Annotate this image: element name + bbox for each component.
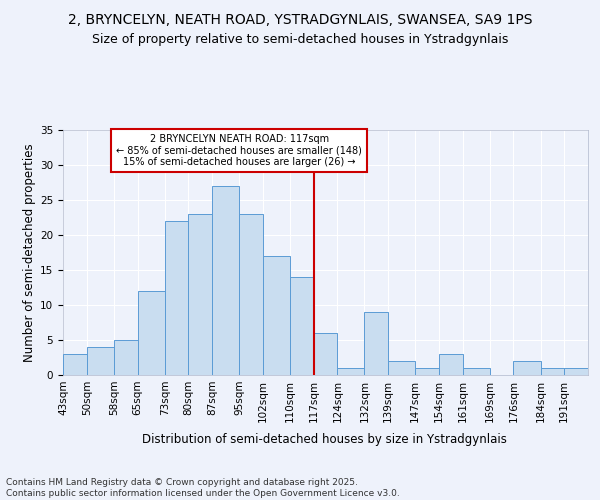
Bar [439, 354, 463, 375]
Text: 2, BRYNCELYN, NEATH ROAD, YSTRADGYNLAIS, SWANSEA, SA9 1PS: 2, BRYNCELYN, NEATH ROAD, YSTRADGYNLAIS,… [68, 12, 532, 26]
Bar [164, 221, 188, 375]
Bar [137, 291, 164, 375]
Bar [415, 368, 439, 375]
Bar [188, 214, 212, 375]
Bar [364, 312, 388, 375]
Bar [263, 256, 290, 375]
Bar [290, 277, 314, 375]
Text: Distribution of semi-detached houses by size in Ystradgynlais: Distribution of semi-detached houses by … [142, 432, 506, 446]
Bar [337, 368, 364, 375]
Text: Contains HM Land Registry data © Crown copyright and database right 2025.
Contai: Contains HM Land Registry data © Crown c… [6, 478, 400, 498]
Text: Size of property relative to semi-detached houses in Ystradgynlais: Size of property relative to semi-detach… [92, 32, 508, 46]
Y-axis label: Number of semi-detached properties: Number of semi-detached properties [23, 143, 36, 362]
Bar [87, 347, 114, 375]
Bar [564, 368, 588, 375]
Bar [114, 340, 137, 375]
Bar [388, 361, 415, 375]
Bar [463, 368, 490, 375]
Bar [212, 186, 239, 375]
Bar [239, 214, 263, 375]
Bar [63, 354, 87, 375]
Text: 2 BRYNCELYN NEATH ROAD: 117sqm
← 85% of semi-detached houses are smaller (148)
1: 2 BRYNCELYN NEATH ROAD: 117sqm ← 85% of … [116, 134, 362, 166]
Bar [314, 333, 337, 375]
Bar [514, 361, 541, 375]
Bar [541, 368, 564, 375]
